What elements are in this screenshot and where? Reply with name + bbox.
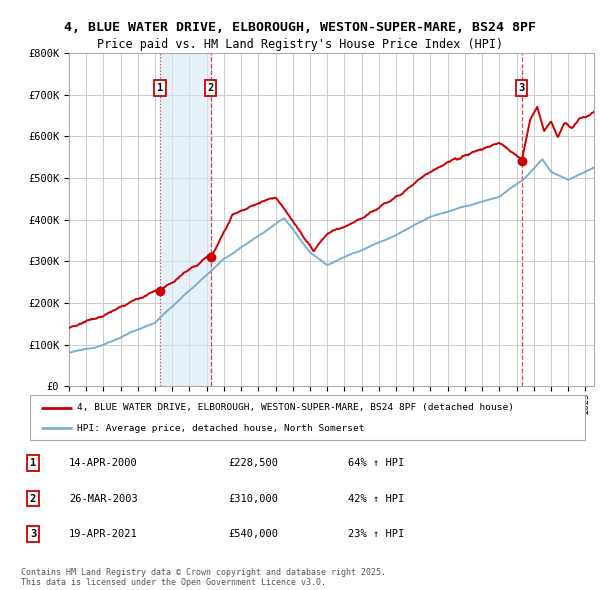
Text: 64% ↑ HPI: 64% ↑ HPI	[348, 458, 404, 468]
Bar	[160, 53, 211, 386]
Text: £228,500: £228,500	[228, 458, 278, 468]
Text: 23% ↑ HPI: 23% ↑ HPI	[348, 529, 404, 539]
Text: £310,000: £310,000	[228, 494, 278, 503]
Text: 14-APR-2000: 14-APR-2000	[69, 458, 138, 468]
Text: Contains HM Land Registry data © Crown copyright and database right 2025.
This d: Contains HM Land Registry data © Crown c…	[21, 568, 386, 587]
Text: 3: 3	[30, 529, 36, 539]
Text: 3: 3	[518, 83, 525, 93]
Text: 2: 2	[30, 494, 36, 503]
Text: 19-APR-2021: 19-APR-2021	[69, 529, 138, 539]
Text: £540,000: £540,000	[228, 529, 278, 539]
Text: 26-MAR-2003: 26-MAR-2003	[69, 494, 138, 503]
Text: 4, BLUE WATER DRIVE, ELBOROUGH, WESTON-SUPER-MARE, BS24 8PF: 4, BLUE WATER DRIVE, ELBOROUGH, WESTON-S…	[64, 21, 536, 34]
Text: Price paid vs. HM Land Registry's House Price Index (HPI): Price paid vs. HM Land Registry's House …	[97, 38, 503, 51]
Text: 1: 1	[157, 83, 163, 93]
Text: HPI: Average price, detached house, North Somerset: HPI: Average price, detached house, Nort…	[77, 424, 365, 433]
Text: 2: 2	[208, 83, 214, 93]
Text: 1: 1	[30, 458, 36, 468]
Text: 42% ↑ HPI: 42% ↑ HPI	[348, 494, 404, 503]
Text: 4, BLUE WATER DRIVE, ELBOROUGH, WESTON-SUPER-MARE, BS24 8PF (detached house): 4, BLUE WATER DRIVE, ELBOROUGH, WESTON-S…	[77, 403, 514, 412]
